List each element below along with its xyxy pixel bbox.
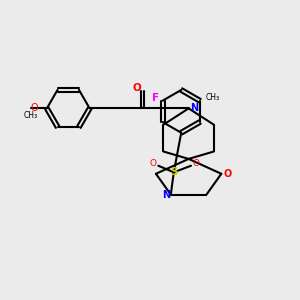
Text: F: F xyxy=(152,93,159,103)
Text: O: O xyxy=(150,159,157,168)
Text: CH₃: CH₃ xyxy=(205,93,219,102)
Text: CH₃: CH₃ xyxy=(23,111,38,120)
Text: O: O xyxy=(132,83,141,93)
Text: N: N xyxy=(162,190,170,200)
Text: O: O xyxy=(223,169,231,179)
Text: S: S xyxy=(170,167,178,177)
Text: N: N xyxy=(190,103,198,113)
Text: O: O xyxy=(31,103,38,113)
Text: O: O xyxy=(193,159,200,168)
